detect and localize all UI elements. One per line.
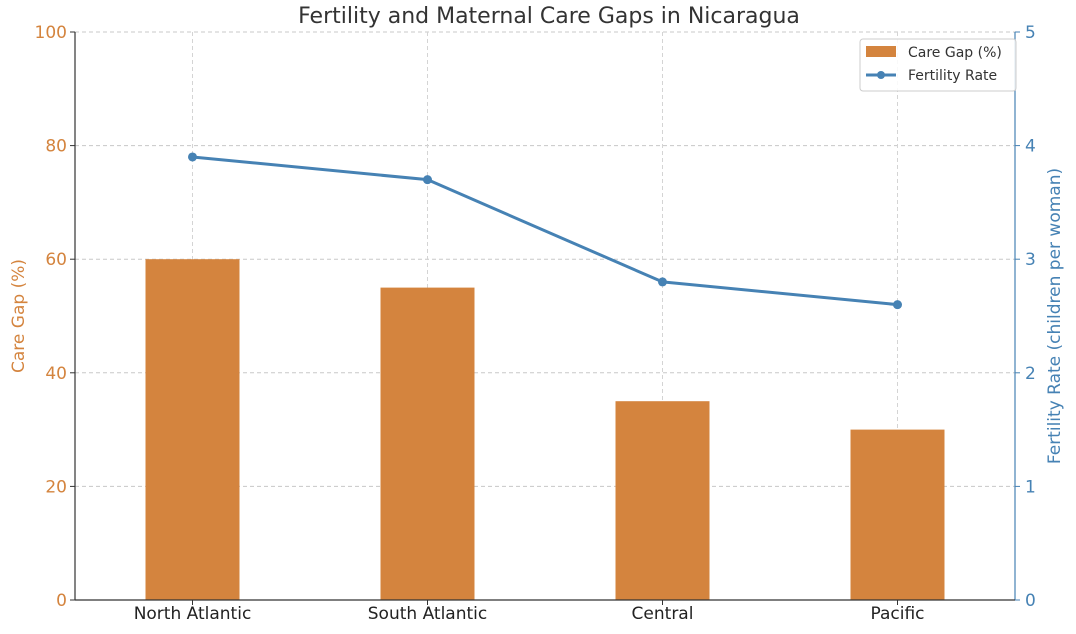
y-axis-left-label: Care Gap (%)	[9, 259, 29, 373]
fertility-rate-point	[658, 277, 667, 287]
legend-swatch-care-gap	[866, 46, 896, 57]
tick-label-left: 60	[45, 250, 67, 270]
chart-title: Fertility and Maternal Care Gaps in Nica…	[298, 4, 800, 29]
tick-label-right: 2	[1025, 364, 1036, 384]
fertility-rate-line	[192, 155, 898, 307]
bar-care-gap	[380, 287, 475, 600]
fertility-line-group	[188, 152, 902, 310]
legend-label-care-gap: Care Gap (%)	[908, 45, 1002, 61]
bar-care-gap	[615, 401, 710, 600]
legend-box	[859, 38, 1017, 92]
fertility-rate-point	[188, 152, 197, 162]
tick-label-left: 100	[35, 23, 67, 43]
tick-label-left: 40	[45, 364, 67, 384]
tick-label-right: 0	[1025, 591, 1036, 611]
legend: Care Gap (%) Fertility Rate	[859, 38, 1017, 92]
tick-label-right: 4	[1025, 137, 1036, 157]
tick-label-right: 1	[1025, 477, 1036, 497]
legend-marker-fertility	[877, 71, 885, 79]
tick-label-x: Pacific	[870, 604, 924, 624]
tick-label-x: Central	[632, 604, 694, 624]
fertility-rate-point	[423, 175, 432, 185]
bar-care-gap	[850, 429, 945, 600]
tick-label-x: South Atlantic	[368, 604, 487, 624]
bars	[145, 259, 945, 600]
axes	[70, 31, 1020, 605]
legend-label-fertility: Fertility Rate	[908, 68, 997, 84]
tick-label-right: 3	[1025, 250, 1036, 270]
tick-label-right: 5	[1025, 23, 1036, 43]
tick-label-x: North Atlantic	[134, 604, 252, 624]
fertility-rate-point	[893, 300, 902, 310]
bar-care-gap	[145, 259, 240, 600]
tick-label-left: 20	[45, 477, 67, 497]
tick-label-left: 0	[56, 591, 67, 611]
tick-labels: 0 20 40 60 80 100 0 1 2 3 4 5 North Atlantic South At…	[35, 23, 1036, 624]
tick-label-left: 80	[45, 137, 67, 157]
y-axis-right-label: Fertility Rate (children per woman)	[1045, 168, 1065, 464]
